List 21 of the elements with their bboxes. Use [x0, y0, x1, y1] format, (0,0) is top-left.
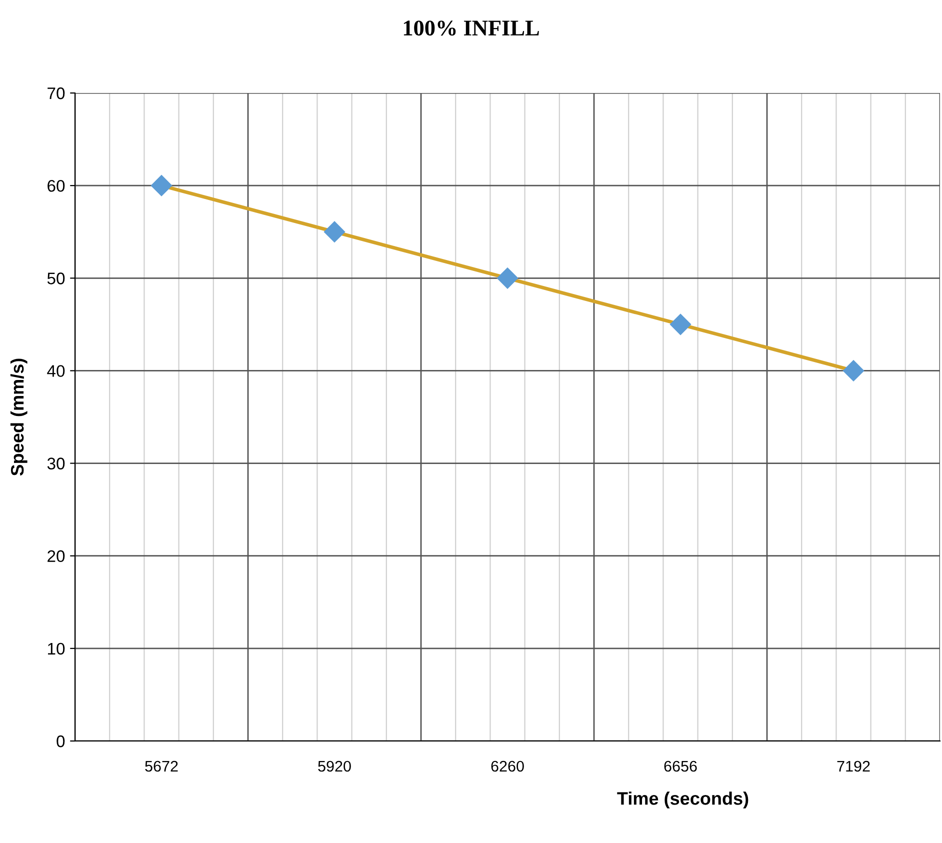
y-tick-label: 30 — [47, 458, 65, 470]
point — [670, 314, 692, 335]
point — [324, 221, 346, 242]
point — [842, 360, 864, 382]
y-tick-label: 70 — [48, 87, 65, 100]
x-axis-title: Time (seconds) — [617, 792, 748, 808]
y-tick-label: 40 — [47, 365, 65, 377]
x-tick-label: 6260 — [491, 760, 524, 772]
x-tick-label: 6656 — [664, 760, 697, 772]
point — [150, 175, 172, 196]
x-tick-label: 5672 — [145, 760, 178, 772]
chart-title: 100% INFILL — [404, 20, 539, 36]
y-tick-label: 50 — [47, 272, 65, 284]
x-tick-label: 5920 — [318, 760, 351, 772]
point — [496, 268, 518, 289]
y-tick-label: 0 — [56, 735, 65, 748]
x-tick-label: 7192 — [837, 760, 870, 772]
y-tick-label: 10 — [48, 642, 65, 655]
y-axis-title: Speed (mm/s) — [10, 358, 28, 476]
y-tick-label: 20 — [48, 550, 65, 562]
y-tick-label: 60 — [48, 180, 65, 192]
